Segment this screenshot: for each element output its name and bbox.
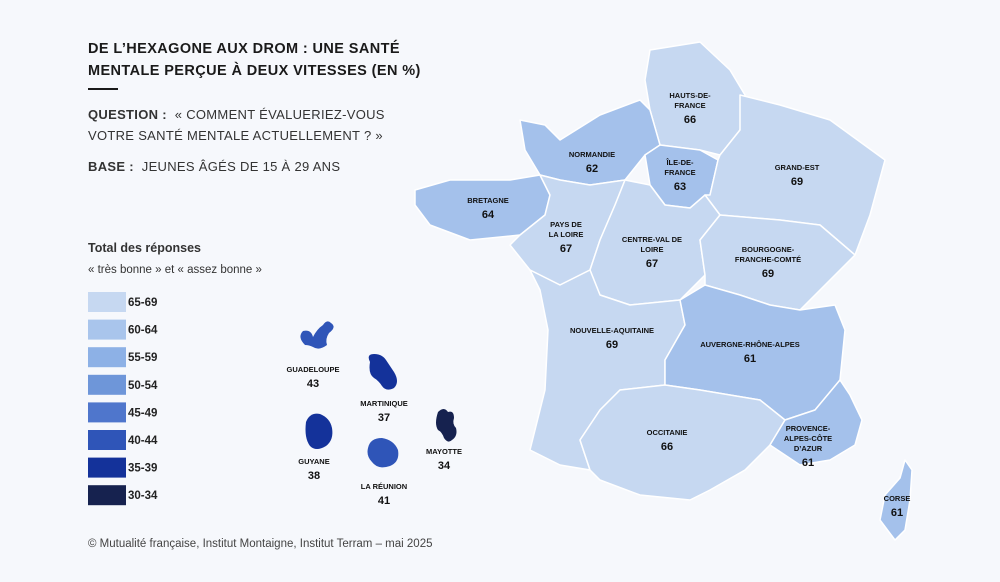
region [579,384,786,501]
overseas-value: 34 [438,460,451,472]
legend-label: 45-49 [128,407,157,419]
title-line: MENTALE PERÇUE À DEUX VITESSES (EN %) [88,62,421,79]
source: © Mutualité française, Institut Montaign… [88,538,432,550]
region-name: BOURGOGNE- [742,245,795,254]
overseas-value: 43 [307,378,319,390]
region-value: 61 [744,353,756,365]
region-name: FRANCE [664,168,695,177]
legend-label: 50-54 [128,380,158,392]
region-value: 61 [891,507,903,519]
legend-label: 40-44 [128,435,158,447]
region-value: 69 [762,268,774,280]
overseas-name: MARTINIQUE [360,399,408,408]
region-name: ÎLE-DE- [665,158,694,167]
region-value: 69 [606,339,618,351]
region-name: OCCITANIE [647,428,688,437]
base-label: BASE : [88,159,134,174]
overseas-name: GUADELOUPE [287,365,340,374]
legend-label: 60-64 [128,325,158,337]
legend-swatch [88,457,126,478]
overseas-region [305,413,333,449]
region-name: FRANCHE-COMTÉ [735,255,801,264]
region-name: LA LOIRE [549,230,584,239]
overseas-name: LA RÉUNION [361,482,407,491]
legend-swatch [88,319,126,340]
overseas-value: 37 [378,412,390,424]
region-name: CENTRE-VAL DE [622,235,682,244]
region-value: 67 [646,258,658,270]
legend-title: Total des réponses [88,241,201,255]
overseas-name: GUYANE [298,457,329,466]
region-name: AUVERGNE-RHÔNE-ALPES [700,340,800,349]
legend-label: 30-34 [128,490,158,502]
region-name: PAYS DE [550,220,582,229]
overseas-region [300,321,334,349]
legend-subtitle: « très bonne » et « assez bonne » [88,264,262,276]
region [879,459,913,541]
region-value: 66 [661,441,673,453]
region-name: PROVENCE- [786,424,831,433]
overseas-value: 41 [378,495,390,507]
region-value: 66 [684,114,696,126]
region-name: D’AZUR [794,444,823,453]
region-name: GRAND-EST [775,163,820,172]
region-name: ALPES-CÔTE [784,434,832,443]
title-line: DE L’HEXAGONE AUX DROM : UNE SANTÉ [88,40,400,57]
legend-swatch [88,292,126,312]
legend-label: 55-59 [128,352,157,364]
region-value: 69 [791,176,803,188]
region-value: 61 [802,457,814,469]
region-name: BRETAGNE [467,196,509,205]
region-value: 62 [586,163,598,175]
region [769,379,863,466]
title-rule [88,88,118,90]
region-name: LOIRE [641,245,664,254]
overseas-name: MAYOTTE [426,447,462,456]
region-name: FRANCE [674,101,705,110]
region-name: NORMANDIE [569,150,615,159]
overseas-value: 38 [308,470,320,482]
legend-swatch [88,347,126,368]
base-text: JEUNES ÂGÉS DE 15 À 29 ANS [142,159,341,174]
legend-label: 65-69 [128,297,157,309]
region-value: 63 [674,181,686,193]
region-name: HAUTS-DE- [669,91,711,100]
region-name: NOUVELLE-AQUITAINE [570,326,654,335]
legend-swatch [88,374,126,395]
region-value: 64 [482,209,495,221]
legend-label: 35-39 [128,463,157,475]
question-line: VOTRE SANTÉ MENTALE ACTUELLEMENT ? » [88,128,383,143]
base: BASE : JEUNES ÂGÉS DE 15 À 29 ANS [88,159,340,174]
overseas-region [436,409,457,442]
region-value: 67 [560,243,572,255]
question-line: « COMMENT ÉVALUERIEZ-VOUS [175,107,385,122]
question-label: QUESTION : [88,107,167,122]
legend-swatch [88,485,126,506]
question: QUESTION : « COMMENT ÉVALUERIEZ-VOUS [88,107,385,122]
legend-swatch [88,402,126,423]
overseas-region [367,438,399,468]
legend-swatch [88,430,126,450]
overseas-region [368,354,397,390]
region-name: CORSE [884,494,911,503]
